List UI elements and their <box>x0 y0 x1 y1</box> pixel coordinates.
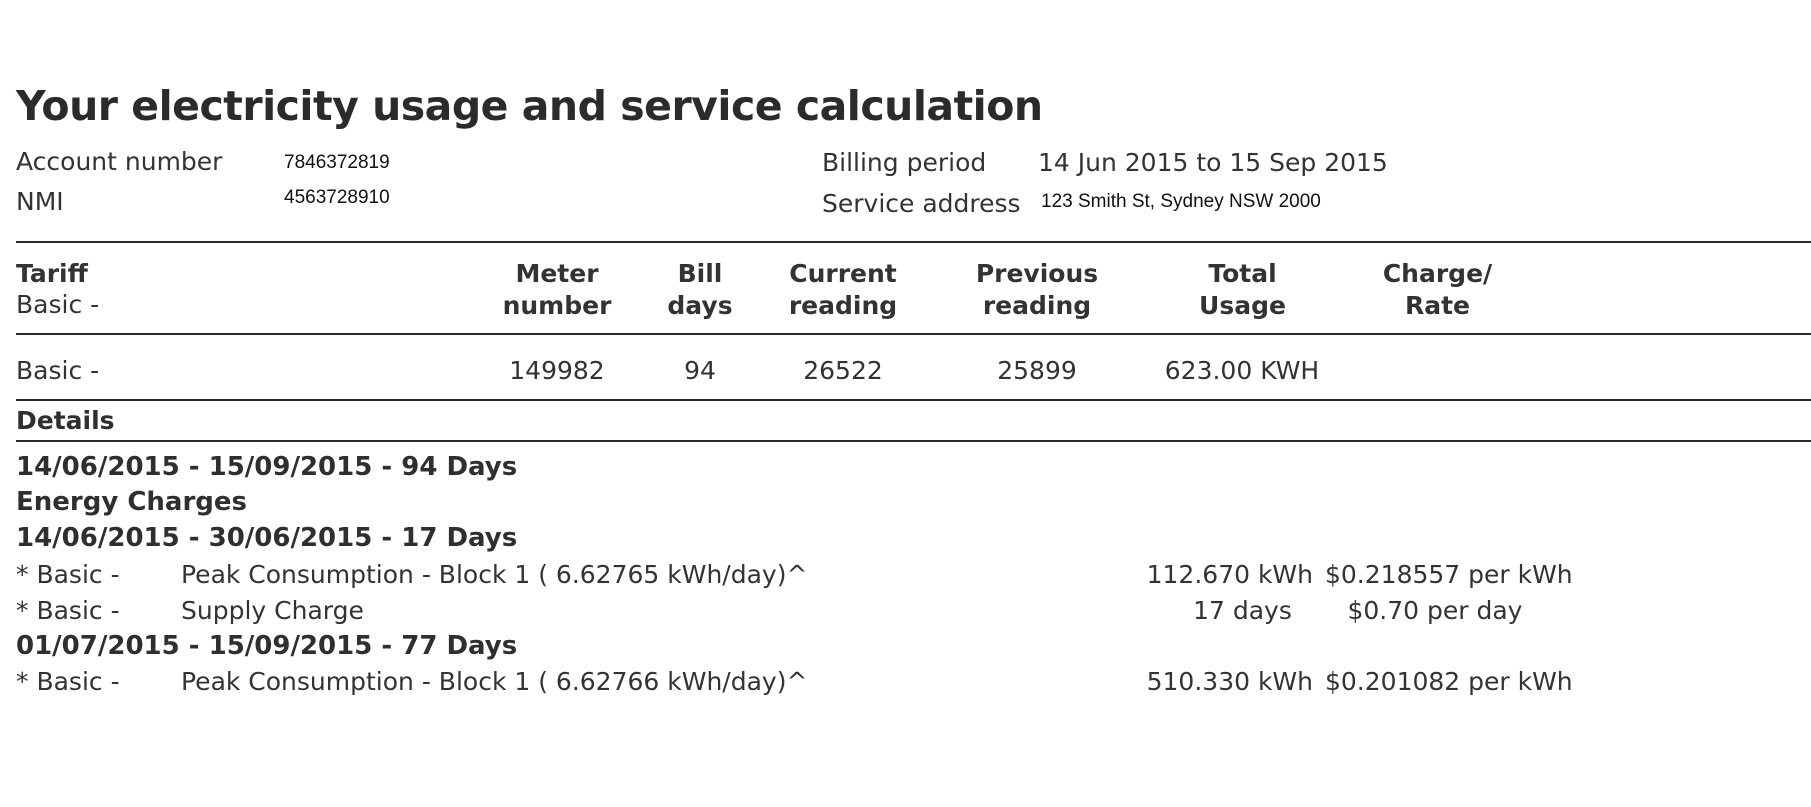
charge-line-description: Supply Charge <box>181 596 364 625</box>
charge-line-rate: $0.70 per day <box>1347 596 1523 625</box>
charge-line-quantity: 510.330 kWh <box>1146 667 1313 696</box>
charge-line-tariff: * Basic - <box>16 560 120 589</box>
charge-line-quantity: 112.670 kWh <box>1146 560 1313 589</box>
divider-header <box>16 333 1811 335</box>
header-meter-number: Meter number <box>496 258 618 322</box>
account-number-value: 7846372819 <box>284 152 390 173</box>
service-address-value: 123 Smith St, Sydney NSW 2000 <box>1041 191 1321 212</box>
charge-line-tariff: * Basic - <box>16 667 120 696</box>
header-current-reading: Current reading <box>773 258 913 322</box>
header-total-line2: Usage <box>1199 291 1286 320</box>
header-previous-reading: Previous reading <box>962 258 1112 322</box>
header-meter-line1: Meter <box>515 259 599 288</box>
row-previous-reading: 25899 <box>997 356 1077 385</box>
nmi-value: 4563728910 <box>284 187 390 208</box>
service-address-label: Service address <box>822 189 1021 218</box>
sub-period-1-heading: 14/06/2015 - 30/06/2015 - 17 Days <box>16 523 518 553</box>
period-heading: 14/06/2015 - 15/09/2015 - 94 Days <box>16 452 518 482</box>
charge-line-rate: $0.201082 per kWh <box>1325 667 1573 696</box>
row-current-reading: 26522 <box>803 356 883 385</box>
divider-top <box>16 241 1811 243</box>
header-previous-line1: Previous <box>975 259 1099 288</box>
billing-period-value: 14 Jun 2015 to 15 Sep 2015 <box>1038 148 1388 177</box>
account-number-label: Account number <box>16 147 223 176</box>
energy-charges-heading: Energy Charges <box>16 487 248 517</box>
page-title: Your electricity usage and service calcu… <box>16 82 1043 130</box>
header-tariff: Tariff <box>16 259 88 288</box>
nmi-label: NMI <box>16 187 64 216</box>
header-charge-line2: Rate <box>1404 291 1471 320</box>
header-bill-line2: days <box>667 291 733 320</box>
header-charge-line1: Charge/ <box>1382 259 1493 288</box>
header-tariff-sub: Basic - <box>16 290 100 319</box>
row-meter-number: 149982 <box>509 356 605 385</box>
header-current-line2: reading <box>788 291 898 320</box>
header-bill-line1: Bill <box>677 259 723 288</box>
details-heading: Details <box>16 406 115 435</box>
charge-line-description: Peak Consumption - Block 1 ( 6.62766 kWh… <box>181 667 808 696</box>
charge-line-tariff: * Basic - <box>16 596 120 625</box>
charge-line-quantity: 17 days <box>1193 596 1292 625</box>
header-total-line1: Total <box>1208 259 1277 288</box>
header-charge-rate: Charge/ Rate <box>1370 258 1505 322</box>
divider-details <box>16 440 1811 442</box>
row-tariff: Basic - <box>16 356 100 385</box>
charge-line-description: Peak Consumption - Block 1 ( 6.62765 kWh… <box>181 560 808 589</box>
sub-period-2-heading: 01/07/2015 - 15/09/2015 - 77 Days <box>16 631 518 661</box>
header-current-line1: Current <box>789 259 897 288</box>
header-total-usage: Total Usage <box>1180 258 1305 322</box>
charge-line-rate: $0.218557 per kWh <box>1325 560 1573 589</box>
header-bill-days: Bill days <box>655 258 745 322</box>
row-bill-days: 94 <box>684 356 716 385</box>
billing-period-label: Billing period <box>822 148 987 177</box>
header-meter-line2: number <box>502 291 612 320</box>
divider-row <box>16 399 1811 401</box>
header-previous-line2: reading <box>982 291 1092 320</box>
row-total-usage: 623.00 KWH <box>1164 356 1320 385</box>
